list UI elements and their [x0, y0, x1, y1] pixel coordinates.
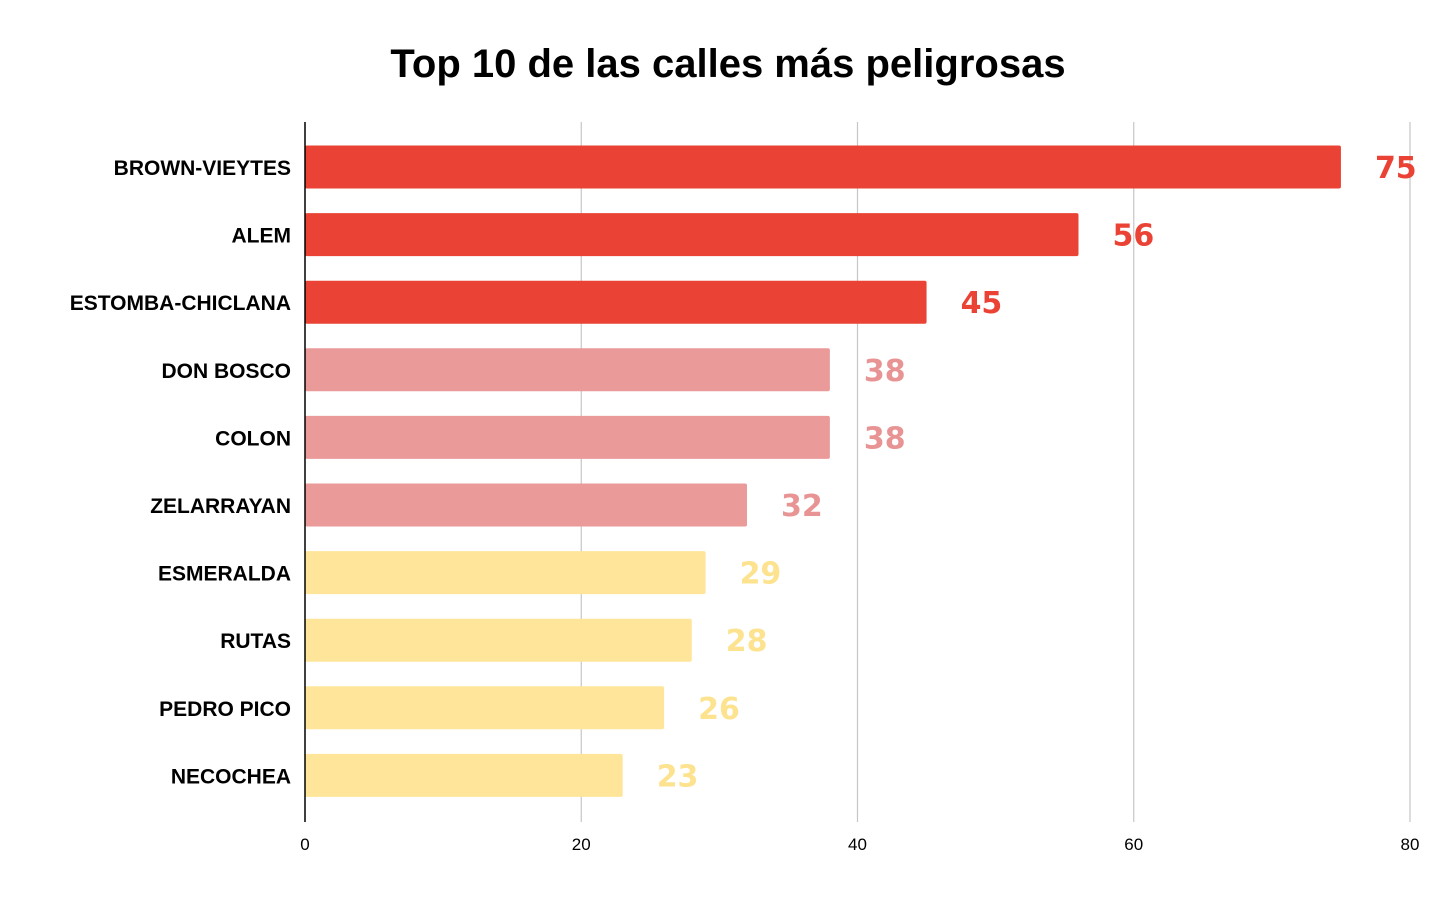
- category-label: ALEM: [232, 225, 292, 248]
- x-tick-label: 20: [572, 835, 591, 854]
- bar: [305, 145, 1341, 189]
- category-label: RUTAS: [220, 630, 291, 653]
- category-label: BROWN-VIEYTES: [114, 157, 291, 180]
- value-label: 28: [726, 624, 768, 659]
- value-label: 38: [864, 421, 906, 456]
- category-labels: BROWN-VIEYTES ALEM ESTOMBA-CHICLANA DON BOS…: [70, 157, 291, 788]
- category-label: NECOCHEA: [171, 765, 291, 788]
- category-label: COLON: [215, 427, 291, 450]
- value-label: 45: [961, 286, 1003, 321]
- bar: [305, 753, 623, 797]
- value-label: 32: [781, 489, 823, 524]
- x-tick-label: 80: [1401, 835, 1420, 854]
- category-label: DON BOSCO: [161, 360, 291, 383]
- bar: [305, 280, 927, 324]
- bar: [305, 415, 830, 459]
- value-label: 23: [657, 759, 699, 794]
- value-label: 75: [1375, 151, 1417, 186]
- category-label: PEDRO PICO: [159, 698, 291, 721]
- value-label: 56: [1113, 219, 1155, 254]
- bar: [305, 686, 665, 730]
- category-label: ESMERALDA: [158, 563, 291, 586]
- bar: [305, 213, 1079, 257]
- x-tick-label: 0: [300, 835, 309, 854]
- x-tick-label: 40: [848, 835, 867, 854]
- category-label: ZELARRAYAN: [150, 495, 291, 518]
- bars: [305, 145, 1341, 797]
- value-labels: 75 56 45 38 38 32 29 28 26 23: [657, 151, 1417, 794]
- bar: [305, 348, 830, 392]
- value-label: 26: [698, 692, 740, 727]
- category-label: ESTOMBA-CHICLANA: [70, 292, 291, 315]
- x-tick-label: 60: [1124, 835, 1143, 854]
- value-label: 29: [740, 557, 782, 592]
- bar: [305, 551, 706, 595]
- chart-title: Top 10 de las calles más peligrosas: [390, 42, 1066, 86]
- bar: [305, 483, 747, 527]
- bar: [305, 618, 692, 662]
- x-tick-labels: 0 20 40 60 80: [300, 835, 1419, 854]
- value-label: 38: [864, 354, 906, 389]
